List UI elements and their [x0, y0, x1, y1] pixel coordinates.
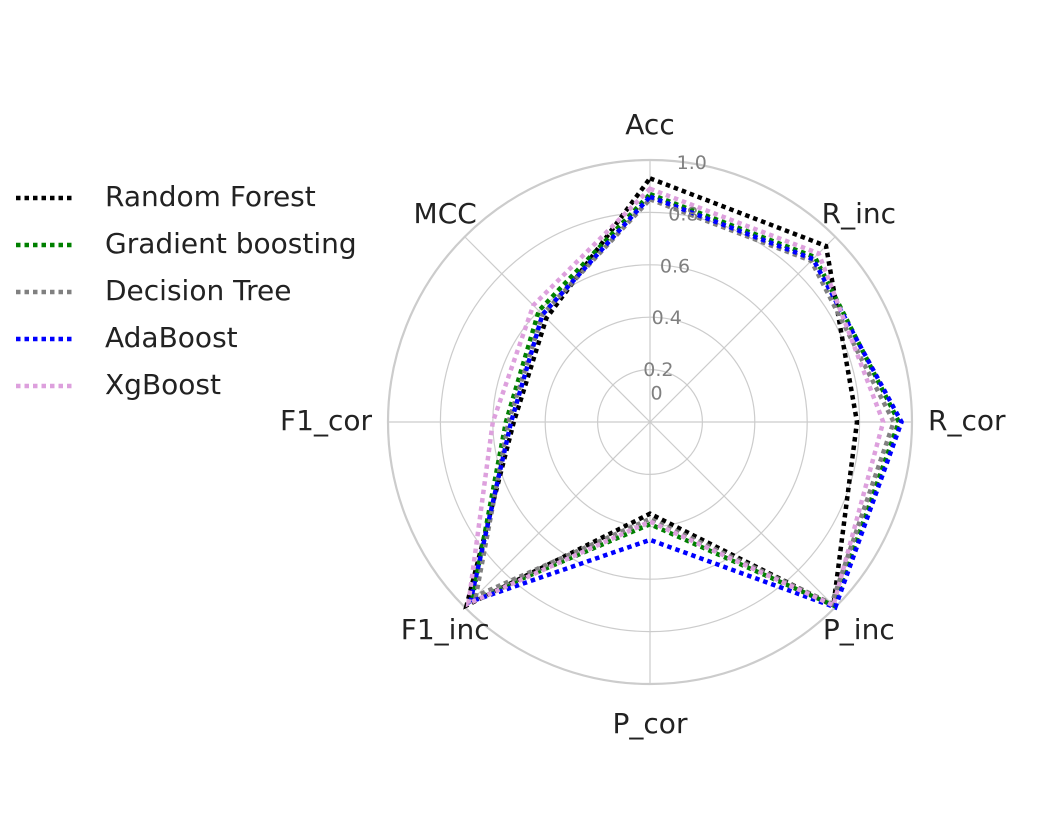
radar-tick-labels: 00.2 0.4 0.6 0.8 1.0 [643, 152, 707, 405]
legend-label: Decision Tree [105, 274, 291, 307]
series-line-gradient-boosting [469, 191, 902, 609]
series-line-xgboost [465, 186, 886, 609]
radar-series-group [463, 175, 904, 611]
legend: Random Forest Gradient boosting Decision T… [16, 180, 357, 401]
axis-label-f1-cor: F1_cor [280, 404, 372, 437]
legend-item-decision-tree: Decision Tree [16, 274, 291, 307]
legend-label: AdaBoost [105, 321, 238, 354]
legend-label: Random Forest [105, 180, 316, 213]
axis-label-p-inc: P_inc [823, 613, 895, 646]
series-line-random-forest [463, 175, 860, 610]
axis-label-acc: Acc [625, 108, 674, 141]
axis-label-r-cor: R_cor [928, 404, 1006, 437]
radar-grid [386, 158, 914, 686]
tick-label-4: 0.8 [668, 204, 698, 226]
tick-label-1: 0.2 [643, 359, 673, 381]
spoke-r-inc [649, 236, 836, 423]
tick-label-0: 0 [651, 383, 663, 405]
axis-label-p-cor: P_cor [613, 707, 688, 740]
legend-label: XgBoost [105, 368, 221, 401]
legend-label: Gradient boosting [105, 227, 357, 260]
legend-item-xgboost: XgBoost [16, 368, 221, 401]
spoke-f1-inc [464, 421, 651, 608]
tick-label-3: 0.6 [660, 255, 690, 277]
axis-label-r-inc: R_inc [822, 197, 896, 230]
spoke-mcc [464, 236, 651, 423]
tick-label-5: 1.0 [677, 152, 707, 174]
axis-label-f1-inc: F1_inc [401, 613, 490, 646]
spoke-p-inc [649, 421, 836, 608]
series-line-adaboost [467, 194, 904, 611]
axis-label-mcc: MCC [414, 197, 477, 230]
legend-item-random-forest: Random Forest [16, 180, 316, 213]
tick-label-2: 0.4 [652, 307, 682, 329]
legend-item-adaboost: AdaBoost [16, 321, 238, 354]
radar-axis-labels: Acc R_inc R_cor P_inc P_cor F1_inc F1_cor MCC [280, 108, 1006, 740]
series-line-decision-tree [472, 196, 897, 607]
legend-item-gradient-boosting: Gradient boosting [16, 227, 357, 260]
